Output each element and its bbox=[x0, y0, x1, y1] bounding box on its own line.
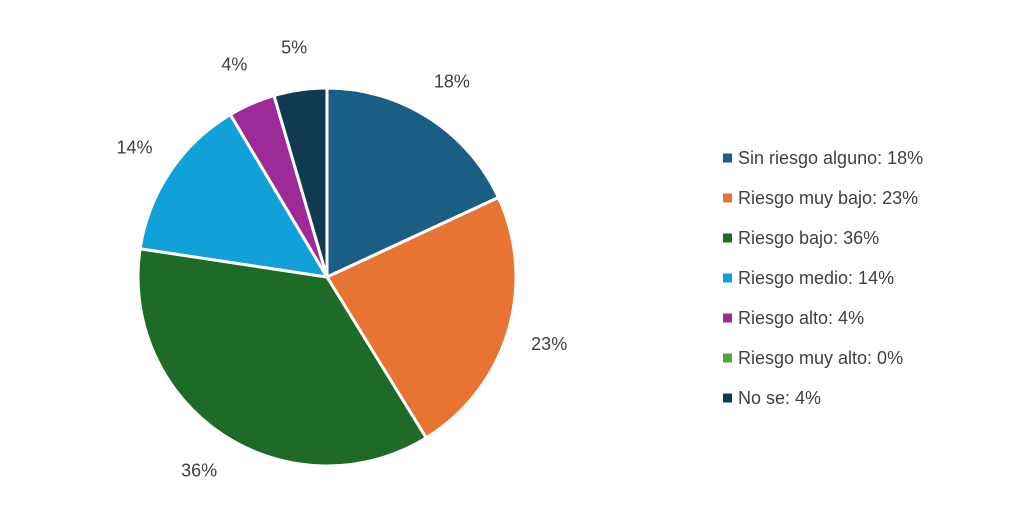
legend-swatch-no-se bbox=[723, 393, 732, 403]
data-label-no-se: 5% bbox=[281, 37, 307, 57]
legend-swatch-riesgo-alto bbox=[723, 313, 732, 323]
legend-swatch-riesgo-muy-alto bbox=[723, 353, 732, 363]
legend-item-riesgo-muy-alto: Riesgo muy alto: 0% bbox=[723, 348, 903, 368]
pie-data-labels: 18% 23% 36% 14% 4% 5% bbox=[116, 37, 567, 480]
legend-label-riesgo-bajo: Riesgo bajo: 36% bbox=[738, 228, 879, 248]
legend-label-no-se: No se: 4% bbox=[738, 388, 821, 408]
legend-item-sin-riesgo-alguno: Sin riesgo alguno: 18% bbox=[723, 148, 923, 168]
data-label-riesgo-medio: 14% bbox=[116, 138, 152, 158]
data-label-riesgo-alto: 4% bbox=[221, 54, 247, 74]
legend-label-riesgo-muy-bajo: Riesgo muy bajo: 23% bbox=[738, 188, 918, 208]
legend-label-riesgo-muy-alto: Riesgo muy alto: 0% bbox=[738, 348, 903, 368]
pie-slice-riesgo-medio bbox=[138, 113, 329, 279]
pie-slice-riesgo-bajo bbox=[136, 247, 428, 468]
legend-swatch-sin-riesgo-alguno bbox=[723, 153, 732, 163]
legend-item-riesgo-medio: Riesgo medio: 14% bbox=[723, 268, 894, 288]
legend-label-sin-riesgo-alguno: Sin riesgo alguno: 18% bbox=[738, 148, 923, 168]
data-label-riesgo-muy-bajo: 23% bbox=[531, 334, 567, 354]
legend-swatch-riesgo-medio bbox=[723, 273, 732, 283]
pie-slice-riesgo-muy-bajo bbox=[325, 196, 518, 440]
legend-swatch-riesgo-muy-bajo bbox=[723, 193, 732, 203]
data-label-riesgo-bajo: 36% bbox=[181, 461, 217, 481]
legend-item-no-se: No se: 4% bbox=[723, 388, 821, 408]
legend-item-riesgo-alto: Riesgo alto: 4% bbox=[723, 308, 864, 328]
legend-item-riesgo-bajo: Riesgo bajo: 36% bbox=[723, 228, 879, 248]
data-label-sin-riesgo-alguno: 18% bbox=[434, 72, 470, 92]
legend-label-riesgo-alto: Riesgo alto: 4% bbox=[738, 308, 864, 328]
pie-slice-no-se bbox=[272, 86, 329, 279]
legend: Sin riesgo alguno: 18% Riesgo muy bajo: 2… bbox=[723, 148, 923, 408]
legend-item-riesgo-muy-bajo: Riesgo muy bajo: 23% bbox=[723, 188, 918, 208]
pie-slices bbox=[136, 86, 518, 468]
legend-label-riesgo-medio: Riesgo medio: 14% bbox=[738, 268, 894, 288]
legend-swatch-riesgo-bajo bbox=[723, 233, 732, 243]
pie-slice-sin-riesgo-alguno bbox=[325, 86, 500, 279]
